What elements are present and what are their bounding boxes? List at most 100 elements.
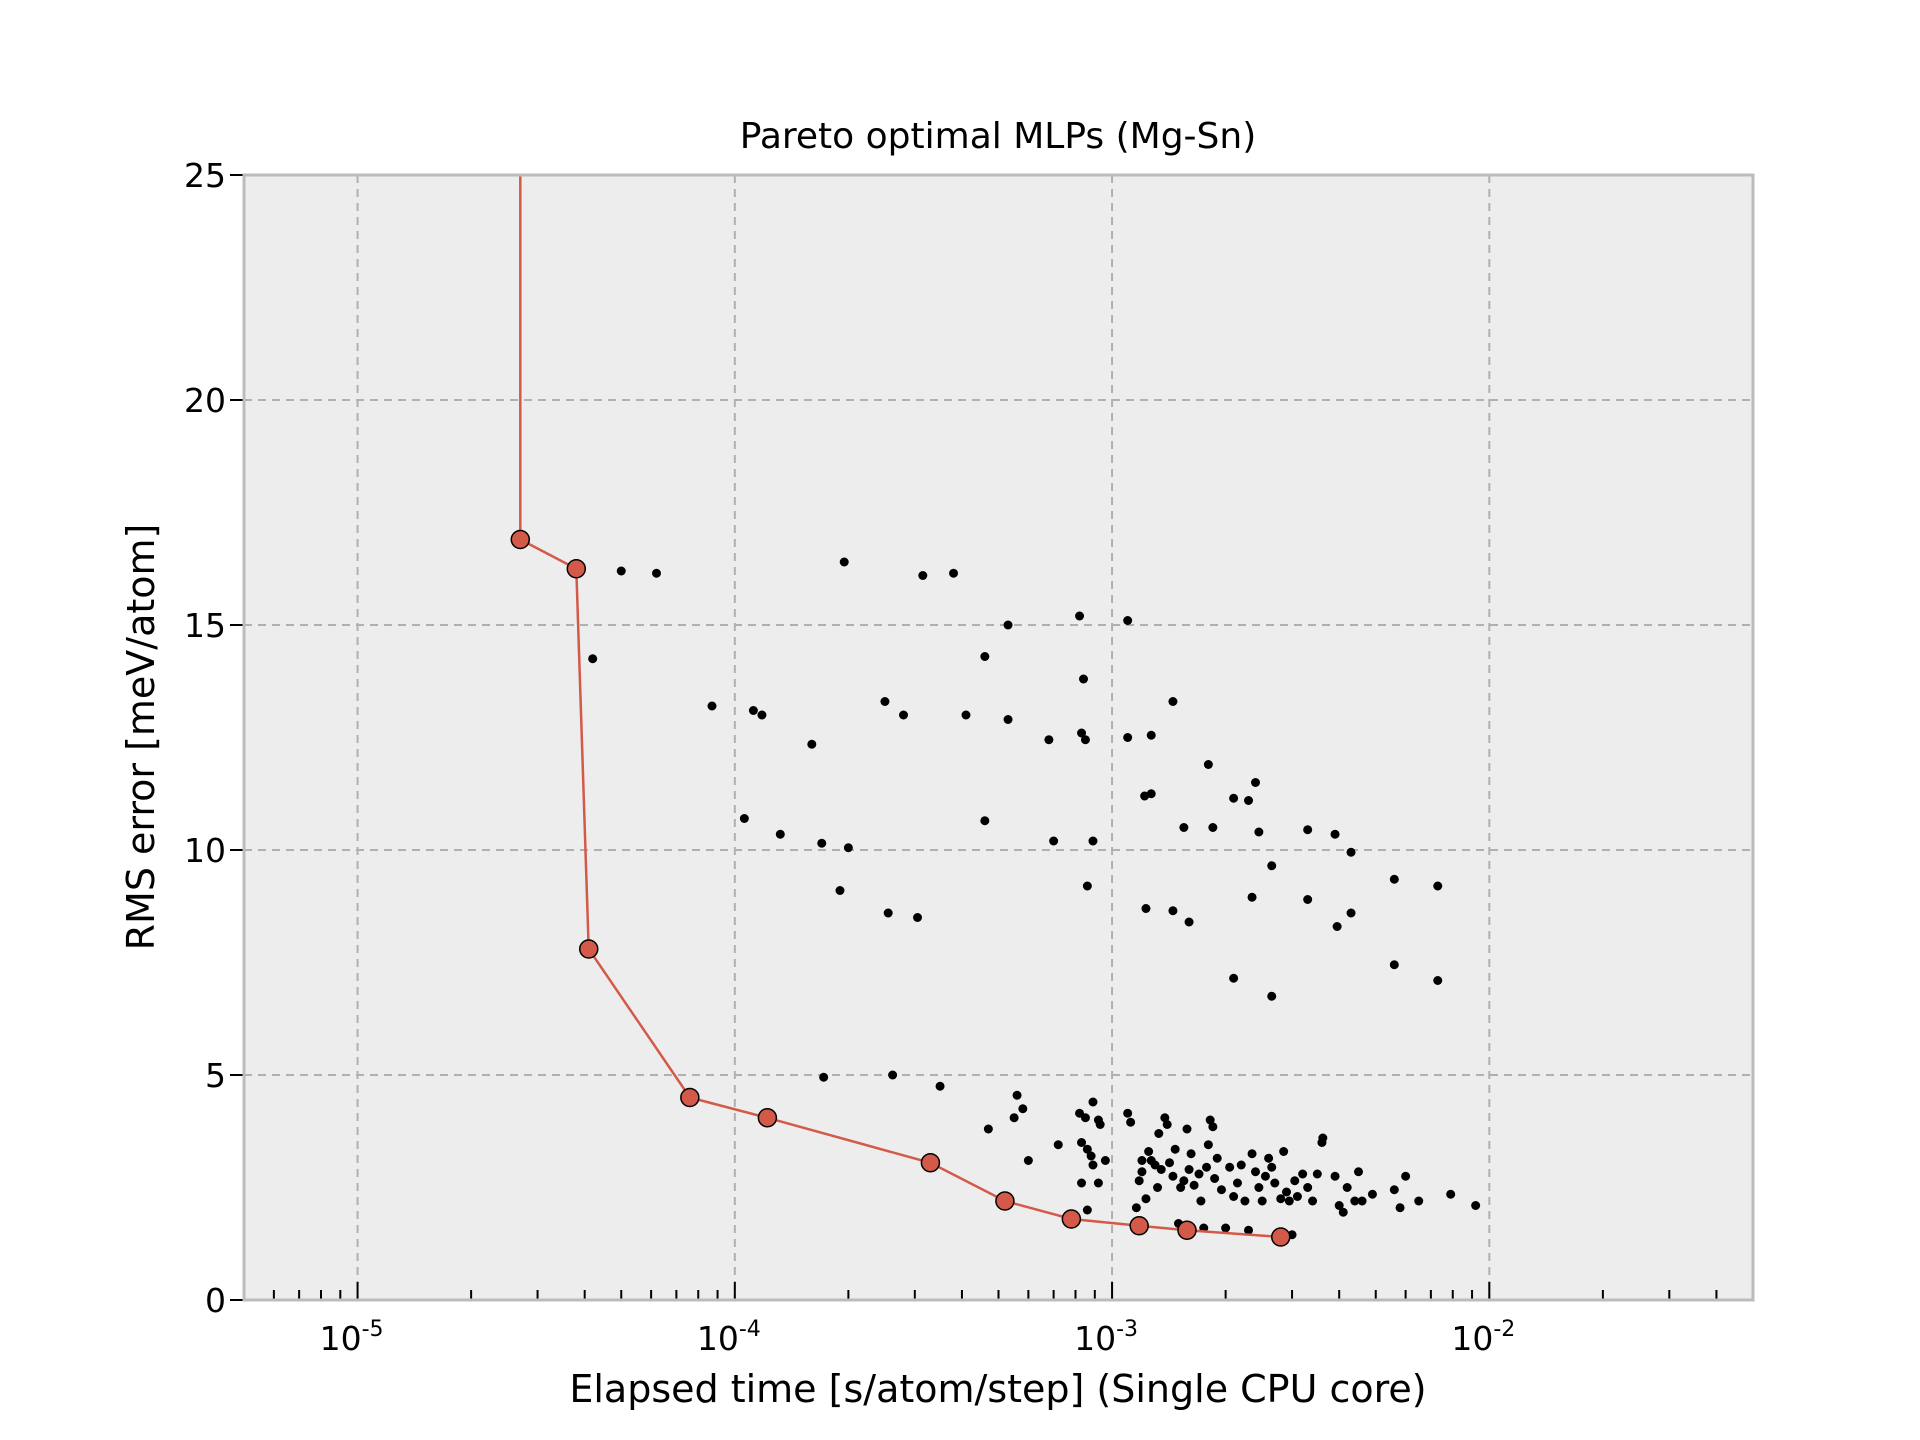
scatter-point xyxy=(757,710,767,720)
scatter-point xyxy=(1210,1174,1220,1183)
scatter-point xyxy=(1308,1196,1318,1206)
scatter-point xyxy=(1247,892,1257,902)
scatter-point xyxy=(1395,1203,1405,1213)
scatter-point xyxy=(1184,917,1194,927)
scatter-point xyxy=(1049,836,1059,846)
plot-frame xyxy=(242,173,1755,1302)
scatter-point xyxy=(1053,1140,1063,1150)
scatter-point xyxy=(1264,1153,1274,1163)
tick-layer: 0 5 10 15 20 25 10-5 10-4 10-3 10-2 xyxy=(184,156,1754,1358)
scatter-point xyxy=(935,1081,945,1091)
scatter-point xyxy=(739,814,749,823)
scatter-point xyxy=(1276,1194,1286,1204)
scatter-point xyxy=(949,568,959,578)
scatter-point xyxy=(1165,1158,1175,1168)
scatter-point xyxy=(1141,904,1151,913)
scatter-point xyxy=(748,706,758,715)
scatter-point xyxy=(843,843,853,853)
scatter-point xyxy=(1184,1165,1194,1174)
scatter-point xyxy=(1100,1156,1110,1165)
scatter-point xyxy=(1150,1160,1160,1170)
scatter-point xyxy=(1168,697,1178,706)
scatter-point xyxy=(1012,1090,1022,1100)
scatter-point xyxy=(1186,1149,1196,1159)
scatter-point xyxy=(1244,796,1254,805)
scatter-point xyxy=(1208,1122,1218,1132)
scatter-point xyxy=(1176,1183,1186,1192)
y-tick-label: 25 xyxy=(184,156,226,195)
scatter-point xyxy=(1367,1189,1377,1199)
chart-title: Pareto optimal MLPs (Mg-Sn) xyxy=(740,116,1257,157)
y-tick-label: 10 xyxy=(184,831,226,870)
scatter-point xyxy=(1446,1189,1456,1199)
scatter-point xyxy=(1221,1223,1231,1233)
scatter-point xyxy=(1179,1176,1189,1186)
scatter-point xyxy=(1095,1120,1105,1129)
scatter-point xyxy=(1225,1162,1235,1172)
scatter-point xyxy=(913,913,923,922)
scatter-point xyxy=(1433,881,1443,891)
scatter-point xyxy=(1357,1196,1367,1206)
pareto-point xyxy=(578,939,599,959)
pareto-point xyxy=(995,1191,1015,1211)
scatter-point xyxy=(918,571,928,580)
scatter-point xyxy=(1153,1183,1163,1192)
scatter-point xyxy=(1141,1194,1151,1204)
scatter-point xyxy=(1282,1187,1292,1197)
scatter-point xyxy=(775,829,785,839)
scatter-point xyxy=(1279,1147,1289,1156)
scatter-point xyxy=(1080,735,1090,745)
scatter-point xyxy=(1250,1167,1260,1177)
y-tick-label: 15 xyxy=(184,606,226,645)
scatter-point xyxy=(1401,1171,1411,1181)
scatter-point xyxy=(961,710,971,720)
scatter-point xyxy=(1137,1156,1147,1165)
scatter-point xyxy=(1240,1196,1250,1206)
scatter-point xyxy=(1229,1192,1239,1201)
scatter-point xyxy=(980,816,990,826)
scatter-point xyxy=(1318,1133,1328,1143)
scatter-point xyxy=(1075,611,1085,621)
scatter-point xyxy=(707,701,717,711)
scatter-point xyxy=(899,710,909,720)
scatter-point xyxy=(1389,874,1399,884)
scatter-point xyxy=(1247,1149,1257,1159)
x-tick-label: 10-4 xyxy=(697,1317,761,1358)
scatter-point xyxy=(1044,735,1054,745)
scatter-point xyxy=(1303,825,1313,835)
scatter-point xyxy=(1250,778,1260,787)
scatter-point xyxy=(1179,823,1189,832)
scatter-point xyxy=(1077,1178,1087,1188)
pareto-point xyxy=(1271,1227,1291,1247)
scatter-point xyxy=(1077,1138,1087,1147)
y-tick-label: 0 xyxy=(205,1281,226,1320)
scatter-point xyxy=(1298,1169,1308,1179)
scatter-point xyxy=(1330,1171,1340,1181)
scatter-point xyxy=(1003,620,1013,630)
scatter-point xyxy=(1229,973,1239,983)
pareto-point xyxy=(1061,1209,1082,1229)
scatter-point xyxy=(1389,1185,1399,1195)
scatter-point xyxy=(1168,906,1178,916)
scatter-point xyxy=(1082,1144,1092,1154)
scatter-point xyxy=(835,886,845,895)
scatter-point xyxy=(1389,960,1399,970)
scatter-point xyxy=(1292,1192,1302,1201)
scatter-point xyxy=(1260,1171,1270,1181)
scatter-point xyxy=(1346,908,1356,918)
scatter-point xyxy=(1194,1169,1204,1179)
pareto-point xyxy=(680,1087,700,1108)
scatter-point xyxy=(1088,1160,1098,1170)
scatter-point xyxy=(1267,1162,1277,1172)
y-axis-label: RMS error [meV/atom] xyxy=(119,524,163,951)
scatter-point xyxy=(819,1072,829,1082)
x-tick-label: 10-2 xyxy=(1451,1317,1515,1358)
scatter-point xyxy=(1137,1167,1147,1177)
scatter-point xyxy=(1156,1165,1166,1174)
scatter-point xyxy=(1254,1183,1264,1192)
scatter-point xyxy=(1350,1196,1360,1206)
scatter-point xyxy=(1003,715,1013,724)
scatter-point xyxy=(1332,922,1342,931)
scatter-point xyxy=(1303,895,1313,904)
scatter-point xyxy=(1244,1225,1254,1235)
